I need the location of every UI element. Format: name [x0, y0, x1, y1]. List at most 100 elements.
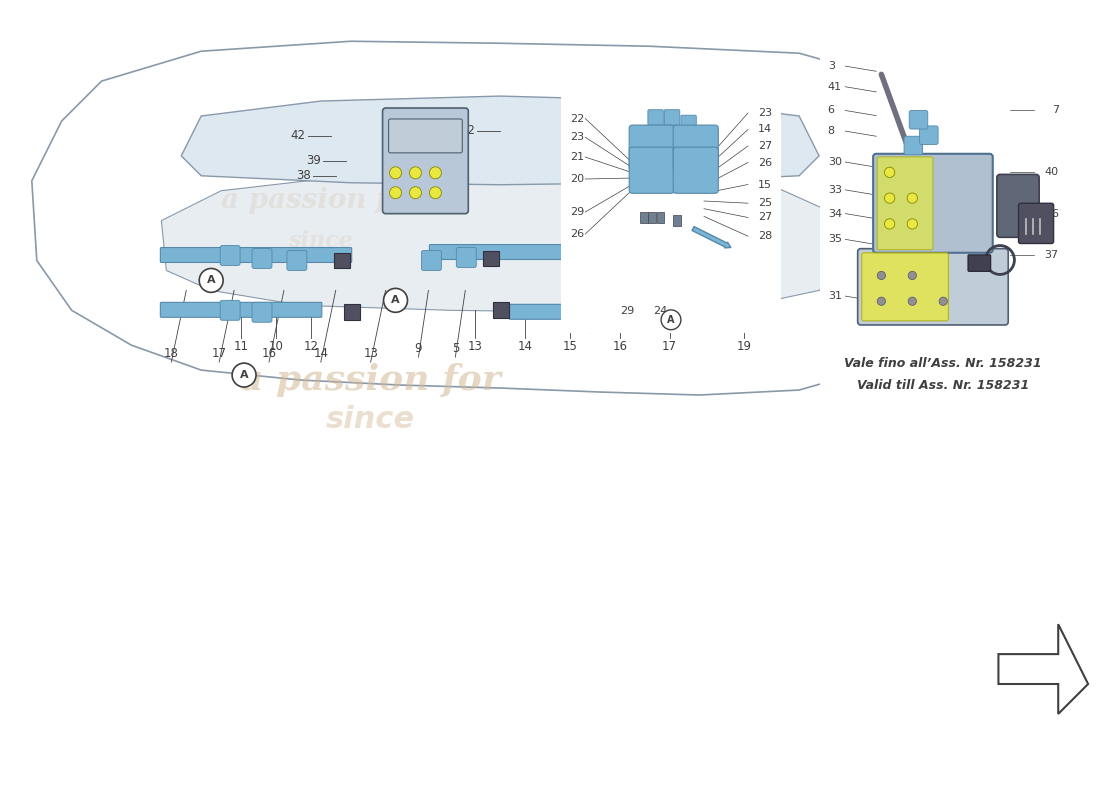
- FancyBboxPatch shape: [861, 253, 948, 321]
- FancyBboxPatch shape: [664, 110, 680, 125]
- Text: 36: 36: [1045, 209, 1058, 218]
- Text: 26: 26: [758, 158, 772, 167]
- FancyBboxPatch shape: [456, 247, 476, 267]
- Text: 7: 7: [1052, 106, 1058, 115]
- FancyBboxPatch shape: [161, 247, 352, 262]
- Circle shape: [429, 186, 441, 198]
- Circle shape: [578, 308, 602, 332]
- Text: A: A: [207, 275, 216, 286]
- Text: 27: 27: [758, 141, 772, 151]
- Text: 23: 23: [758, 108, 772, 118]
- Text: 24: 24: [653, 306, 667, 316]
- Text: 10: 10: [268, 340, 284, 354]
- Circle shape: [909, 297, 916, 306]
- FancyBboxPatch shape: [673, 125, 718, 171]
- Circle shape: [884, 167, 894, 178]
- Text: 23: 23: [570, 132, 584, 142]
- FancyBboxPatch shape: [252, 249, 272, 269]
- FancyBboxPatch shape: [629, 147, 674, 194]
- Circle shape: [661, 310, 681, 330]
- Text: 25: 25: [758, 198, 772, 208]
- Text: 30: 30: [827, 157, 842, 167]
- Text: 29: 29: [570, 207, 584, 217]
- Text: 4: 4: [759, 294, 767, 307]
- Bar: [483, 250, 499, 266]
- FancyBboxPatch shape: [383, 108, 469, 214]
- Text: 12: 12: [304, 340, 318, 354]
- Text: 42: 42: [290, 130, 306, 142]
- FancyBboxPatch shape: [968, 255, 991, 271]
- Text: 21: 21: [570, 152, 584, 162]
- Text: 17: 17: [211, 347, 227, 360]
- FancyBboxPatch shape: [220, 300, 240, 320]
- FancyBboxPatch shape: [858, 249, 1009, 325]
- FancyBboxPatch shape: [629, 125, 674, 171]
- Text: 1: 1: [759, 274, 767, 287]
- Bar: [493, 302, 509, 318]
- Text: 17: 17: [662, 340, 678, 354]
- Bar: [343, 304, 360, 320]
- Circle shape: [409, 167, 421, 178]
- Text: A: A: [668, 314, 674, 325]
- Text: 11: 11: [233, 340, 249, 354]
- Circle shape: [884, 193, 894, 203]
- FancyBboxPatch shape: [509, 304, 720, 319]
- Text: 26: 26: [570, 229, 584, 239]
- Text: 14: 14: [758, 125, 772, 134]
- Bar: [648, 212, 656, 223]
- FancyBboxPatch shape: [421, 250, 441, 270]
- Text: 33: 33: [827, 185, 842, 195]
- Bar: [657, 212, 664, 223]
- Circle shape: [389, 186, 402, 198]
- FancyBboxPatch shape: [630, 300, 650, 320]
- Text: 41: 41: [827, 82, 842, 92]
- Text: 32: 32: [461, 125, 475, 138]
- Text: 31: 31: [827, 291, 842, 301]
- Circle shape: [908, 218, 917, 229]
- FancyBboxPatch shape: [904, 136, 923, 155]
- FancyBboxPatch shape: [671, 302, 691, 322]
- FancyArrow shape: [692, 226, 730, 248]
- Circle shape: [384, 288, 407, 312]
- Text: Vale fino all’Ass. Nr. 158231: Vale fino all’Ass. Nr. 158231: [845, 357, 1042, 370]
- FancyBboxPatch shape: [220, 246, 240, 266]
- Text: 14: 14: [518, 340, 532, 354]
- Text: since: since: [288, 230, 353, 251]
- Text: A: A: [392, 295, 400, 306]
- Text: 38: 38: [296, 170, 311, 182]
- FancyBboxPatch shape: [1019, 203, 1054, 243]
- Circle shape: [389, 167, 402, 178]
- FancyBboxPatch shape: [920, 126, 938, 145]
- Text: 20: 20: [570, 174, 584, 184]
- Bar: [333, 253, 350, 269]
- Text: 5: 5: [452, 342, 459, 355]
- FancyBboxPatch shape: [161, 302, 322, 318]
- Circle shape: [429, 167, 441, 178]
- FancyBboxPatch shape: [558, 88, 784, 336]
- Circle shape: [878, 271, 886, 279]
- Text: 39: 39: [306, 154, 321, 167]
- FancyBboxPatch shape: [910, 110, 927, 129]
- Text: 13: 13: [363, 347, 378, 360]
- FancyBboxPatch shape: [388, 119, 462, 153]
- Text: 16: 16: [262, 347, 276, 360]
- Circle shape: [908, 193, 917, 203]
- Text: Valid till Ass. Nr. 158231: Valid till Ass. Nr. 158231: [857, 379, 1030, 392]
- Text: A: A: [585, 315, 594, 326]
- Bar: [640, 212, 648, 223]
- Polygon shape: [162, 173, 849, 312]
- FancyBboxPatch shape: [878, 157, 933, 250]
- Text: 8: 8: [827, 126, 835, 136]
- Text: 14: 14: [314, 347, 328, 360]
- Text: 6: 6: [827, 106, 835, 115]
- Polygon shape: [999, 624, 1088, 714]
- Text: 15: 15: [562, 340, 578, 354]
- Polygon shape: [182, 96, 820, 185]
- Circle shape: [878, 297, 886, 306]
- Text: since: since: [326, 406, 415, 434]
- Circle shape: [409, 186, 421, 198]
- Text: 37: 37: [1045, 250, 1058, 260]
- Text: a passion for: a passion for: [240, 363, 501, 397]
- Text: 35: 35: [827, 234, 842, 244]
- FancyBboxPatch shape: [997, 174, 1040, 238]
